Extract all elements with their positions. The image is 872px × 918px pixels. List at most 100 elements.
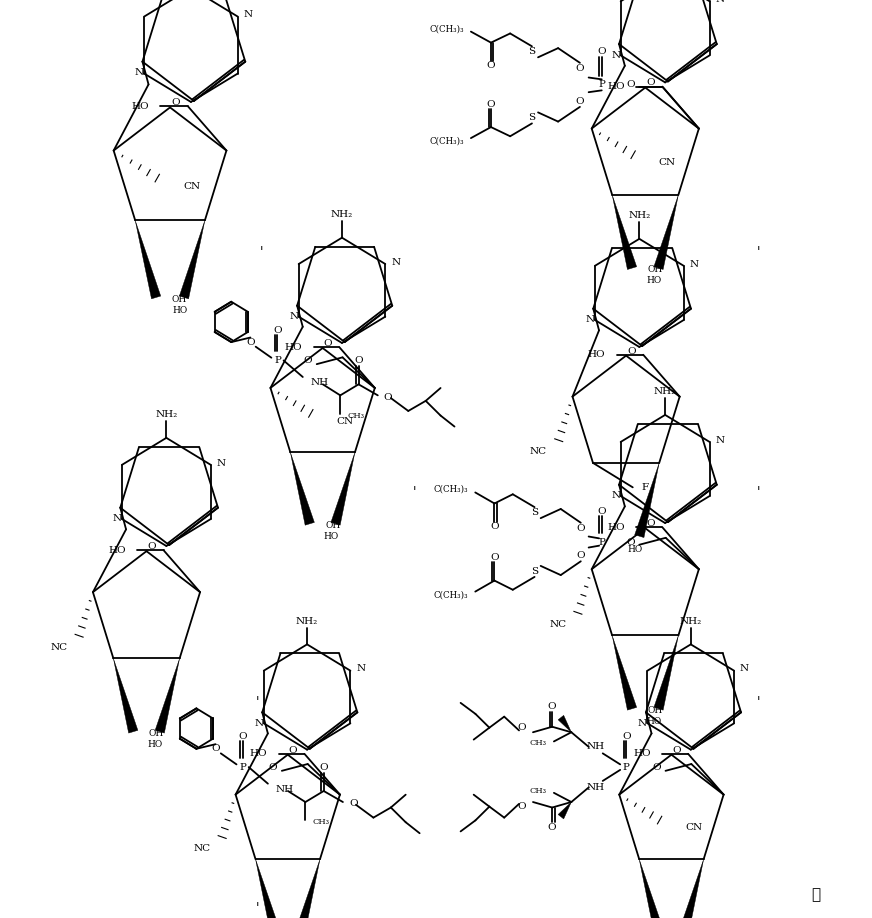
Text: O: O — [238, 733, 247, 742]
Text: O: O — [349, 800, 358, 809]
Text: P: P — [274, 356, 281, 365]
Text: CH₃: CH₃ — [347, 411, 364, 420]
Polygon shape — [135, 220, 160, 299]
Text: O: O — [646, 519, 655, 528]
Text: HO: HO — [132, 102, 149, 111]
Text: O: O — [548, 823, 556, 833]
Polygon shape — [113, 658, 138, 733]
Polygon shape — [330, 453, 355, 525]
Text: NH₂: NH₂ — [155, 410, 178, 420]
Polygon shape — [558, 802, 571, 819]
Text: NH: NH — [310, 378, 329, 387]
Text: O: O — [548, 702, 556, 711]
Text: HO: HO — [324, 532, 339, 541]
Text: O: O — [646, 78, 655, 87]
Text: O: O — [672, 745, 681, 755]
Text: HO: HO — [284, 342, 303, 352]
Text: P: P — [239, 763, 246, 772]
Text: S: S — [531, 509, 538, 517]
Text: O: O — [147, 542, 156, 551]
Text: N: N — [243, 10, 253, 19]
Text: ': ' — [757, 696, 760, 709]
Polygon shape — [296, 859, 320, 918]
Text: HO: HO — [607, 523, 624, 532]
Text: ': ' — [255, 696, 259, 709]
Text: ': ' — [757, 246, 760, 259]
Text: O: O — [652, 763, 661, 772]
Text: O: O — [319, 763, 328, 772]
Text: N: N — [611, 491, 620, 500]
Text: CH₃: CH₃ — [312, 818, 330, 826]
Text: N: N — [255, 719, 263, 728]
Text: HO: HO — [646, 276, 662, 285]
Text: N: N — [357, 665, 365, 673]
Polygon shape — [180, 220, 205, 299]
Polygon shape — [612, 635, 637, 711]
Text: NC: NC — [194, 844, 210, 853]
Text: CN: CN — [337, 417, 353, 426]
Text: F: F — [642, 483, 649, 492]
Text: O: O — [246, 338, 255, 347]
Text: HO: HO — [588, 351, 605, 359]
Text: HO: HO — [172, 306, 187, 315]
Polygon shape — [290, 453, 315, 525]
Text: P: P — [598, 81, 605, 89]
Text: O: O — [273, 326, 282, 335]
Text: NC: NC — [530, 447, 547, 456]
Text: HO: HO — [147, 740, 163, 749]
Text: O: O — [324, 339, 332, 348]
Text: HO: HO — [607, 83, 624, 91]
Text: OH: OH — [648, 265, 663, 274]
Text: CH₃: CH₃ — [530, 739, 547, 747]
Text: O: O — [576, 524, 585, 532]
Text: NH₂: NH₂ — [330, 210, 353, 219]
Text: C(CH₃)₃: C(CH₃)₃ — [429, 25, 464, 33]
Text: NH: NH — [587, 783, 605, 792]
Text: O: O — [487, 100, 495, 108]
Text: HO: HO — [633, 749, 651, 758]
Text: O: O — [211, 744, 220, 754]
Text: ': ' — [412, 486, 416, 498]
Text: ': ' — [757, 486, 760, 498]
Polygon shape — [654, 195, 678, 270]
Text: C(CH₃)₃: C(CH₃)₃ — [433, 485, 468, 493]
Text: O: O — [576, 64, 584, 73]
Text: HO: HO — [646, 717, 662, 726]
Text: N: N — [290, 312, 298, 321]
Text: HO: HO — [627, 544, 643, 554]
Text: NH₂: NH₂ — [654, 387, 677, 397]
Text: N: N — [716, 436, 725, 444]
Polygon shape — [679, 859, 704, 918]
Text: C(CH₃)₃: C(CH₃)₃ — [429, 137, 464, 145]
Text: N: N — [112, 514, 121, 523]
Polygon shape — [635, 463, 659, 538]
Text: S: S — [531, 567, 538, 576]
Polygon shape — [155, 658, 180, 733]
Text: N: N — [638, 719, 647, 728]
Text: O: O — [384, 393, 392, 402]
Text: OH: OH — [325, 521, 341, 530]
Polygon shape — [612, 195, 637, 270]
Text: P: P — [598, 538, 605, 546]
Text: NC: NC — [549, 620, 566, 629]
Text: O: O — [622, 733, 630, 742]
Text: OH: OH — [648, 706, 663, 715]
Polygon shape — [255, 859, 280, 918]
Text: O: O — [517, 802, 526, 812]
Text: N: N — [611, 50, 620, 60]
Text: O: O — [269, 763, 277, 772]
Text: S: S — [528, 48, 535, 56]
Text: O: O — [597, 508, 606, 516]
Text: O: O — [626, 81, 635, 89]
Text: O: O — [627, 346, 636, 355]
Text: CN: CN — [659, 158, 676, 167]
Text: O: O — [171, 98, 180, 107]
Text: O: O — [517, 723, 526, 733]
Text: O: O — [490, 554, 499, 562]
Text: N: N — [690, 260, 698, 269]
Text: 和: 和 — [811, 888, 820, 902]
Text: NC: NC — [51, 643, 67, 652]
Text: OH: OH — [172, 295, 187, 304]
Text: NH: NH — [276, 785, 294, 794]
Text: N: N — [217, 459, 226, 467]
